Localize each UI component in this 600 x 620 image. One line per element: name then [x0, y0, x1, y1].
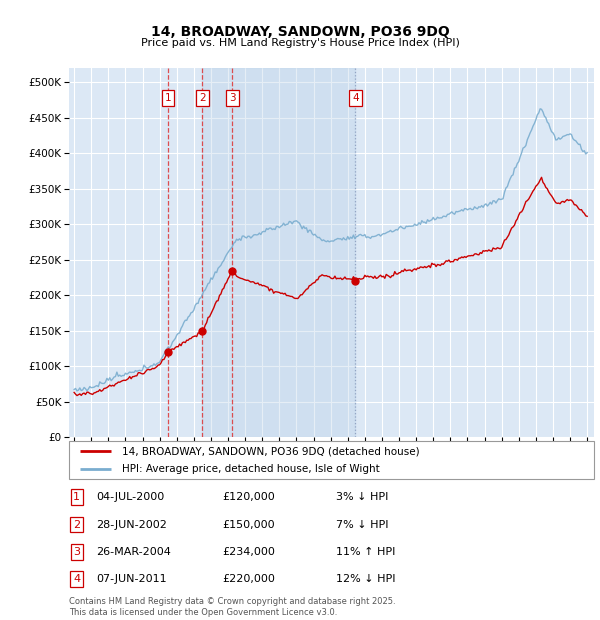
Text: 1: 1: [165, 93, 172, 103]
Text: 3: 3: [229, 93, 236, 103]
Text: Contains HM Land Registry data © Crown copyright and database right 2025.
This d: Contains HM Land Registry data © Crown c…: [69, 598, 395, 617]
Text: 3: 3: [73, 547, 80, 557]
Text: 2: 2: [199, 93, 206, 103]
FancyBboxPatch shape: [69, 441, 594, 479]
Text: Price paid vs. HM Land Registry's House Price Index (HPI): Price paid vs. HM Land Registry's House …: [140, 38, 460, 48]
Text: 1: 1: [73, 492, 80, 502]
Text: 14, BROADWAY, SANDOWN, PO36 9DQ (detached house): 14, BROADWAY, SANDOWN, PO36 9DQ (detache…: [121, 446, 419, 456]
Text: 07-JUN-2011: 07-JUN-2011: [96, 574, 167, 584]
Text: 7% ↓ HPI: 7% ↓ HPI: [336, 520, 389, 529]
Bar: [202, 68, 355, 437]
Text: 12% ↓ HPI: 12% ↓ HPI: [336, 574, 395, 584]
Text: £220,000: £220,000: [222, 574, 275, 584]
Text: 04-JUL-2000: 04-JUL-2000: [96, 492, 164, 502]
Text: 4: 4: [73, 574, 80, 584]
Text: 11% ↑ HPI: 11% ↑ HPI: [336, 547, 395, 557]
Text: 3% ↓ HPI: 3% ↓ HPI: [336, 492, 388, 502]
Text: 28-JUN-2002: 28-JUN-2002: [96, 520, 167, 529]
Text: £120,000: £120,000: [222, 492, 275, 502]
Text: 2: 2: [73, 520, 80, 529]
Text: HPI: Average price, detached house, Isle of Wight: HPI: Average price, detached house, Isle…: [121, 464, 379, 474]
Text: £150,000: £150,000: [222, 520, 275, 529]
Text: 26-MAR-2004: 26-MAR-2004: [96, 547, 171, 557]
Text: 4: 4: [352, 93, 359, 103]
Text: £234,000: £234,000: [222, 547, 275, 557]
Text: 14, BROADWAY, SANDOWN, PO36 9DQ: 14, BROADWAY, SANDOWN, PO36 9DQ: [151, 25, 449, 39]
